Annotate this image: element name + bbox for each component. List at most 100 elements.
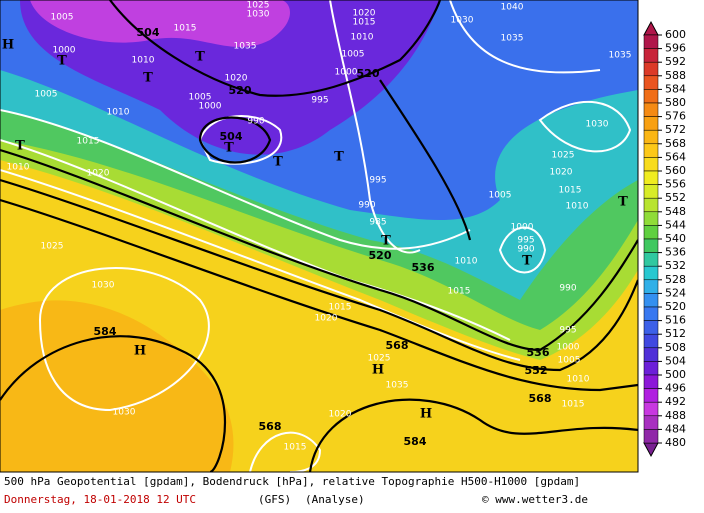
footer-description: 500 hPa Geopotential [gpdam], Bodendruck… bbox=[4, 475, 580, 488]
isobar bbox=[198, 115, 283, 165]
isobar bbox=[38, 266, 210, 412]
pressure-center: T bbox=[195, 50, 205, 65]
isobar-label: 1000 bbox=[557, 343, 580, 353]
colorbar-swatch bbox=[643, 184, 659, 199]
colorbar-swatch bbox=[643, 211, 659, 226]
colorbar-label: 524 bbox=[665, 286, 686, 299]
colorbar-label: 520 bbox=[665, 300, 686, 313]
colorbar-label: 600 bbox=[665, 28, 686, 41]
pressure-center: H bbox=[134, 344, 146, 359]
colorbar-swatch bbox=[643, 401, 659, 417]
footer-credit: © www.wetter3.de bbox=[482, 493, 588, 506]
colorbar-label: 588 bbox=[665, 69, 686, 82]
isobar-label: 1035 bbox=[609, 51, 632, 61]
colorbar-label: 584 bbox=[665, 82, 686, 95]
isobar-label: 1005 bbox=[489, 191, 512, 201]
colorbar-swatch bbox=[643, 89, 659, 104]
isobar-label: 1015 bbox=[284, 443, 307, 453]
isobar-label: 1015 bbox=[77, 137, 100, 147]
isobar-label: 1025 bbox=[552, 151, 575, 161]
colorbar-swatch bbox=[643, 102, 659, 117]
isobar-label: 1010 bbox=[566, 202, 589, 212]
colorbar-swatch bbox=[643, 388, 659, 403]
isobar-label: 1000 bbox=[335, 68, 358, 78]
isobar-label: 985 bbox=[369, 218, 386, 228]
colorbar-label: 560 bbox=[665, 164, 686, 177]
colorbar-swatch bbox=[643, 306, 659, 321]
colorbar-swatch bbox=[643, 347, 659, 362]
map-frame bbox=[0, 0, 639, 473]
isobar-label: 1000 bbox=[199, 102, 222, 112]
geopotential-label: 552 bbox=[525, 364, 548, 377]
isobar-label: 1020 bbox=[225, 74, 248, 84]
isobar-label: 1015 bbox=[559, 186, 582, 196]
colorbar-swatch bbox=[643, 116, 659, 131]
geopotential-label: 520 bbox=[369, 249, 392, 262]
colorbar-label: 552 bbox=[665, 191, 686, 204]
colorbar-label: 576 bbox=[665, 110, 686, 123]
geopotential-line bbox=[0, 198, 638, 392]
pressure-center: T bbox=[334, 150, 344, 165]
geopotential-label: 536 bbox=[527, 346, 550, 359]
geopotential-line bbox=[0, 178, 638, 372]
isobar-label: 1025 bbox=[368, 354, 391, 364]
isobar-label: 990 bbox=[559, 284, 576, 294]
geopotential-label: 520 bbox=[229, 84, 252, 97]
geopotential-label: 504 bbox=[220, 130, 243, 143]
colorbar-label: 544 bbox=[665, 218, 686, 231]
isobar-label: 1005 bbox=[35, 90, 58, 100]
pressure-center: T bbox=[381, 234, 391, 249]
geopotential-label: 568 bbox=[529, 392, 552, 405]
pressure-center: T bbox=[273, 155, 283, 170]
isobar bbox=[538, 100, 632, 153]
colorbar-swatch bbox=[643, 279, 659, 294]
pressure-center: T bbox=[143, 71, 153, 86]
colorbar-label: 536 bbox=[665, 246, 686, 259]
isobar bbox=[329, 0, 421, 254]
colorbar-label: 568 bbox=[665, 137, 686, 150]
isobar-label: 1010 bbox=[567, 375, 590, 385]
colorbar-swatch bbox=[643, 429, 659, 444]
isobar-label: 1015 bbox=[174, 24, 197, 34]
colorbar-label: 516 bbox=[665, 314, 686, 327]
isobar bbox=[0, 169, 521, 361]
isobar-label: 1035 bbox=[501, 34, 524, 44]
isobar-label: 1035 bbox=[234, 42, 257, 52]
colorbar-swatch bbox=[643, 252, 659, 267]
colorbar-label: 500 bbox=[665, 368, 686, 381]
colorbar-label: 504 bbox=[665, 354, 686, 367]
geopotential-label: 504 bbox=[137, 26, 160, 39]
geopotential-label: 584 bbox=[94, 325, 117, 338]
isobar-label: 1030 bbox=[247, 10, 270, 20]
isobar-label: 1000 bbox=[53, 46, 76, 56]
colorbar-label: 572 bbox=[665, 123, 686, 136]
isobars bbox=[0, 0, 632, 472]
isobar-label: 1030 bbox=[92, 281, 115, 291]
geopotential-line bbox=[0, 148, 638, 352]
colorbar-swatch bbox=[643, 75, 659, 90]
colorbar-label: 556 bbox=[665, 178, 686, 191]
geopotential-label: 568 bbox=[386, 339, 409, 352]
map-area: 1005100010101015102510301035102010051000… bbox=[0, 0, 638, 472]
colorbar-label: 496 bbox=[665, 382, 686, 395]
field-orange bbox=[0, 300, 234, 472]
isobar-label: 1015 bbox=[448, 287, 471, 297]
geopotential-label: 584 bbox=[404, 435, 427, 448]
isobar-label: 1015 bbox=[562, 400, 585, 410]
colorbar-label: 480 bbox=[665, 436, 686, 449]
pressure-center: T bbox=[224, 141, 234, 156]
colorbar-label: 484 bbox=[665, 422, 686, 435]
field-magenta bbox=[30, 0, 290, 48]
colorbar-swatch bbox=[643, 361, 659, 376]
isobar-label: 1010 bbox=[132, 56, 155, 66]
isobar-label: 1005 bbox=[189, 93, 212, 103]
isobar-label: 990 bbox=[358, 201, 375, 211]
pressure-center: T bbox=[522, 254, 532, 269]
pressure-center: H bbox=[2, 38, 14, 53]
colorbar-label: 528 bbox=[665, 273, 686, 286]
isobar-label: 1005 bbox=[51, 13, 74, 23]
colorbar-label: 580 bbox=[665, 96, 686, 109]
isobar-label: 995 bbox=[559, 326, 576, 336]
geopotential-line bbox=[308, 398, 638, 472]
isobar-label: 995 bbox=[369, 176, 386, 186]
